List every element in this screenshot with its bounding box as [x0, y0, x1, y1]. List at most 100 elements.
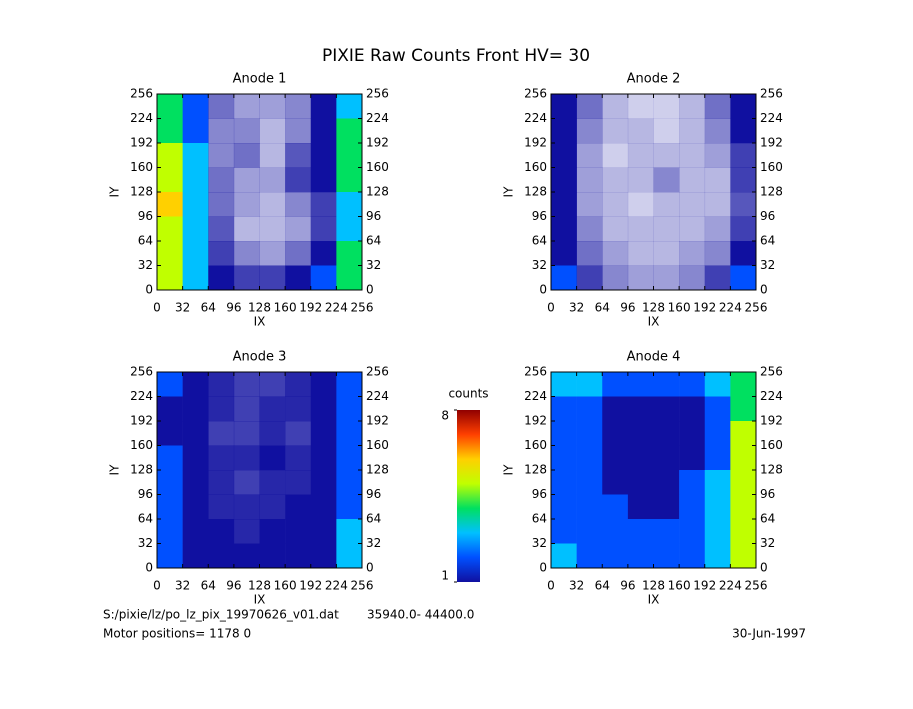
heat-cell — [704, 396, 731, 422]
heat-cell — [285, 94, 312, 119]
x-tick-label: 32 — [175, 579, 190, 593]
x-tick-label: 96 — [620, 301, 635, 315]
heat-cell — [730, 494, 757, 520]
y-tick-label: 192 — [524, 414, 547, 428]
heat-cell — [730, 396, 757, 422]
heat-cell — [704, 167, 731, 193]
heat-cell — [627, 216, 654, 242]
heat-cell — [233, 118, 260, 144]
heat-cell — [653, 216, 680, 242]
y-tick-label: 160 — [524, 438, 547, 452]
heat-cell — [576, 143, 603, 168]
heat-cell — [259, 445, 286, 471]
heat-cell — [551, 470, 577, 495]
heat-cell — [157, 396, 183, 422]
heat-cell — [233, 372, 260, 397]
y-tick-label-right: 192 — [366, 136, 389, 150]
x-axis-label: IX — [648, 315, 660, 329]
heat-cell — [259, 216, 286, 242]
x-tick-label: 64 — [201, 579, 216, 593]
heat-cell — [653, 241, 680, 266]
heat-cell — [336, 265, 363, 291]
y-tick-label-right: 32 — [760, 258, 775, 272]
heat-cell — [208, 94, 235, 119]
y-tick-label: 160 — [130, 160, 153, 174]
y-tick-label-right: 256 — [366, 365, 389, 379]
heat-cell — [233, 396, 260, 422]
x-tick-label: 160 — [274, 301, 297, 315]
colorbar — [457, 410, 480, 582]
y-tick-label-right: 160 — [366, 438, 389, 452]
panel-title: Anode 1 — [233, 72, 287, 87]
heat-cell — [679, 167, 706, 193]
heat-cell — [182, 543, 209, 569]
heat-cell — [730, 519, 757, 544]
x-tick-label: 224 — [325, 301, 348, 315]
heat-cell — [259, 192, 286, 217]
heat-cell — [310, 445, 337, 471]
heat-cell — [259, 470, 286, 495]
y-tick-label-right: 256 — [760, 365, 783, 379]
heat-cell — [336, 167, 363, 193]
heat-cell — [157, 167, 183, 193]
heat-cell — [259, 118, 286, 144]
heat-cell — [551, 445, 577, 471]
y-tick-label-right: 96 — [760, 209, 775, 223]
y-tick-label-right: 256 — [760, 87, 783, 101]
heat-cell — [233, 470, 260, 495]
heat-cell — [653, 118, 680, 144]
heat-cell — [259, 396, 286, 422]
heat-cell — [627, 143, 654, 168]
heat-cell — [551, 494, 577, 520]
heat-cell — [730, 192, 757, 217]
heat-cell — [627, 494, 654, 520]
heat-cell — [208, 494, 235, 520]
heat-cell — [233, 94, 260, 119]
heat-cell — [182, 396, 209, 422]
heat-cell — [208, 470, 235, 495]
heat-cell — [310, 167, 337, 193]
x-tick-label: 224 — [719, 301, 742, 315]
y-tick-label: 0 — [145, 561, 153, 575]
heat-cell — [336, 118, 363, 144]
heat-cell — [336, 216, 363, 242]
heat-cell — [208, 143, 235, 168]
y-tick-label: 224 — [130, 389, 153, 403]
heat-cell — [704, 241, 731, 266]
heat-cell — [653, 265, 680, 291]
y-tick-label-right: 224 — [366, 389, 389, 403]
y-tick-label-right: 192 — [366, 414, 389, 428]
heat-cell — [704, 445, 731, 471]
heat-cell — [551, 265, 577, 291]
y-tick-label-right: 0 — [760, 561, 768, 575]
heat-cell — [285, 143, 312, 168]
heat-cell — [157, 543, 183, 569]
heat-cell — [730, 94, 757, 119]
heat-cell — [182, 494, 209, 520]
heat-cell — [576, 445, 603, 471]
heat-cell — [576, 265, 603, 291]
heat-cell — [551, 94, 577, 119]
x-tick-label: 32 — [569, 301, 584, 315]
heat-cell — [576, 494, 603, 520]
heat-cell — [310, 396, 337, 422]
x-axis-label: IX — [648, 593, 660, 607]
heat-cell — [310, 519, 337, 544]
panel-title: Anode 2 — [627, 72, 681, 87]
x-tick-label: 256 — [351, 579, 374, 593]
heat-cell — [182, 519, 209, 544]
heat-cell — [259, 94, 286, 119]
y-tick-label: 64 — [138, 234, 153, 248]
heat-cell — [704, 519, 731, 544]
x-tick-label: 224 — [719, 579, 742, 593]
heat-cell — [576, 192, 603, 217]
heat-cell — [157, 143, 183, 168]
x-tick-label: 64 — [201, 301, 216, 315]
x-tick-label: 192 — [299, 301, 322, 315]
heat-cell — [730, 543, 757, 569]
heat-cell — [602, 372, 629, 397]
heat-cell — [157, 470, 183, 495]
heat-cell — [704, 372, 731, 397]
x-tick-label: 128 — [248, 579, 271, 593]
